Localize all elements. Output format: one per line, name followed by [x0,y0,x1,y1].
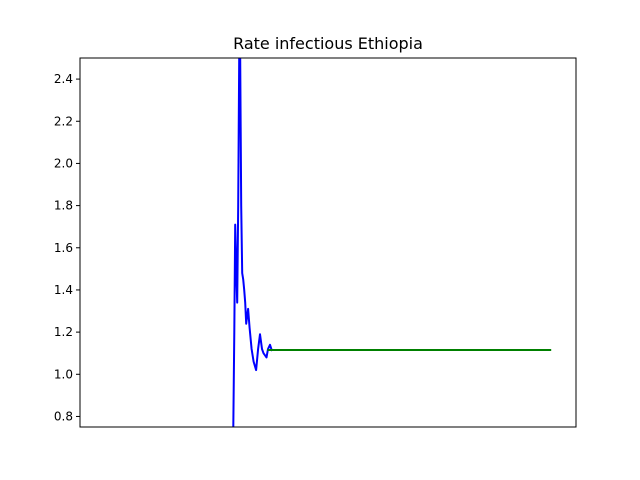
chart-title: Rate infectious Ethiopia [233,34,423,53]
series-line-1 [232,58,273,427]
y-tick-label: 0.8 [54,409,73,423]
y-tick-label: 1.6 [54,241,73,255]
plot-frame [79,57,577,428]
y-tick-label: 1.2 [54,325,73,339]
y-tick-label: 1.4 [54,283,73,297]
y-tick-label: 1.0 [54,367,73,381]
plot-lines [232,58,552,427]
y-axis: 0.8 1.0 1.2 1.4 1.6 1.8 2.0 2.2 2.4 [54,72,80,423]
y-tick-label: 2.2 [54,114,73,128]
y-tick-label: 1.8 [54,199,73,213]
y-tick-label: 2.4 [54,72,73,86]
y-tick-label: 2.0 [54,156,73,170]
